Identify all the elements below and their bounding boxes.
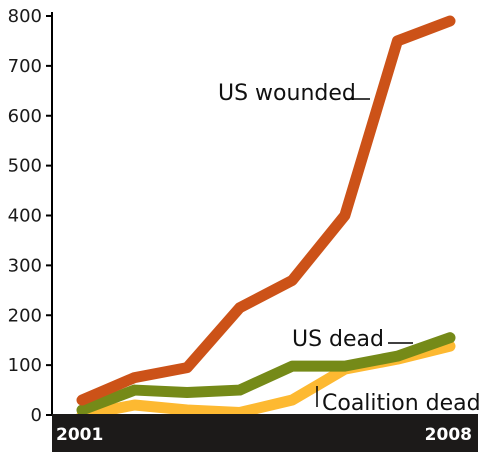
series-lines [76,15,456,421]
y-tick-label: 100 [8,355,42,376]
series-label-us-wounded: US wounded [218,81,356,106]
x-tick-label: 2008 [425,425,472,445]
series-line-us-dead [76,332,456,416]
x-tick-label: 2001 [56,425,103,445]
series-labels: US wounded US dead Coalition dead [218,81,481,416]
series-line-us-wounded [76,15,456,406]
y-tick-label: 700 [8,56,42,77]
series-label-us-dead: US dead [292,327,384,352]
y-tick-label: 300 [8,255,42,276]
y-axis: 0 100 200 300 400 500 600 700 800 [8,6,53,426]
x-axis: 2001 2008 [52,414,478,452]
series-label-coalition-dead: Coalition dead [322,391,481,416]
y-tick-label: 200 [8,305,42,326]
y-tick-label: 600 [8,106,42,127]
x-axis-band [52,414,478,452]
y-tick-label: 400 [8,206,42,227]
y-tick-label: 500 [8,156,42,177]
y-tick-label: 800 [8,6,42,27]
y-tick-label: 0 [31,405,42,426]
